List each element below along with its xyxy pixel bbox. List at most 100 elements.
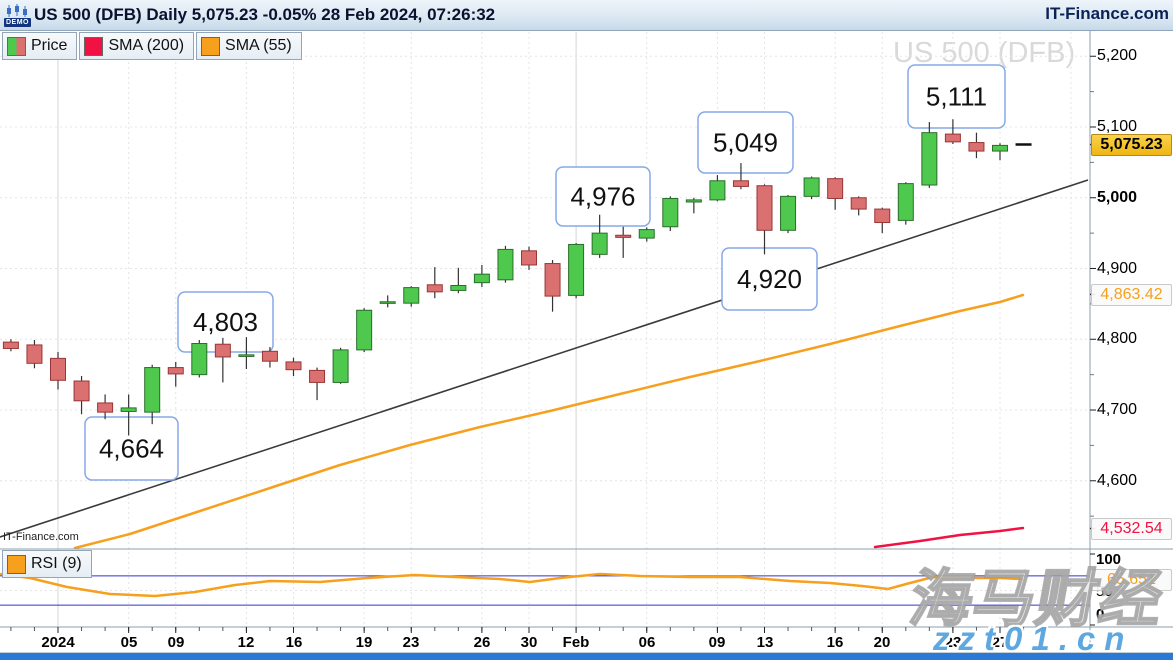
candle-31-jan[interactable] [544, 260, 561, 312]
candle-1-feb[interactable] [568, 243, 585, 299]
title-bar: DEMO US 500 (DFB) Daily 5,075.23 -0.05% … [0, 0, 1173, 31]
candle-12-jan[interactable] [238, 337, 255, 369]
rsi-tab-swatch-icon [7, 554, 26, 574]
legend-label: Price [31, 37, 68, 54]
legend-label: RSI (9) [31, 555, 82, 572]
x-axis-label: 30 [520, 634, 538, 651]
candle-2-jan[interactable] [50, 351, 66, 390]
candle-12-feb[interactable] [732, 163, 749, 190]
y-axis-label: 4,800 [1097, 330, 1138, 347]
rsi-axis-100: 100 [1096, 551, 1122, 568]
candle-5-feb[interactable] [615, 226, 632, 258]
x-axis-label: 19 [355, 634, 373, 651]
candle-26-feb[interactable] [968, 132, 985, 159]
legend-tab-sma-55-[interactable]: SMA (55) [196, 32, 302, 60]
candle-17-jan[interactable] [309, 367, 326, 401]
candle-15-feb[interactable] [803, 176, 820, 200]
x-axis-label: 09 [708, 634, 726, 651]
price-tag: 4,532.54 [1091, 518, 1172, 540]
x-axis-label: Feb [562, 634, 590, 651]
candle-9-feb[interactable] [709, 175, 726, 202]
chart-watermark: US 500 (DFB) [893, 37, 1076, 69]
site-watermark: zzt01.cn [933, 620, 1134, 657]
candle-22-feb[interactable] [921, 122, 938, 188]
x-axis-label: 16 [285, 634, 303, 651]
candle-22-jan[interactable] [379, 295, 396, 308]
annotation-text: 4,664 [99, 434, 164, 464]
overlay-sma-200-[interactable] [873, 526, 1025, 549]
annotation-box: 5,111 [907, 64, 1006, 129]
overlay-sma-55-[interactable] [73, 293, 1025, 550]
candle-30-jan[interactable] [521, 246, 537, 270]
candle-28-dec[interactable] [2, 339, 19, 352]
x-axis-label: 06 [638, 634, 656, 651]
y-axis-label: 4,700 [1097, 401, 1138, 418]
legend-tab-swatch-icon [7, 36, 26, 56]
rsi-line[interactable] [0, 572, 1024, 598]
candle-14-feb[interactable] [780, 194, 797, 234]
candle-29-dec[interactable] [26, 339, 43, 369]
corner-brand-text: IT-Finance.com [3, 531, 79, 543]
candle-25-jan[interactable] [450, 267, 467, 294]
candle-5-jan[interactable] [120, 394, 137, 436]
candle-19-feb[interactable] [850, 196, 867, 216]
candle-23-jan[interactable] [403, 286, 420, 307]
legend-tab-price[interactable]: Price [2, 32, 78, 60]
candle-23-feb[interactable] [944, 119, 961, 144]
legend-label: SMA (55) [225, 37, 292, 54]
y-axis-label: 4,600 [1097, 472, 1138, 489]
candle-29-jan[interactable] [497, 245, 514, 283]
candle-20-feb[interactable] [874, 207, 891, 234]
candle-10-jan[interactable] [191, 339, 208, 378]
rsi-axis-0: 0 [1096, 606, 1105, 623]
candle-16-jan[interactable] [285, 357, 302, 377]
rsi-value-tag: 65.651 [1091, 569, 1172, 591]
candle-6-feb[interactable] [638, 227, 655, 242]
candle-3-jan[interactable] [73, 376, 90, 415]
candle-26-jan[interactable] [473, 264, 490, 287]
legend-tab-swatch-icon [201, 36, 221, 56]
bottom-accent-bar [0, 653, 1173, 660]
demo-account-icon: DEMO [4, 3, 31, 28]
annotation-text: 5,049 [713, 128, 778, 158]
rsi-tab-rsi-9-[interactable]: RSI (9) [2, 550, 92, 578]
candle-24-jan[interactable] [426, 267, 443, 299]
x-axis-label: 09 [167, 634, 185, 651]
candle-8-feb[interactable] [685, 197, 702, 214]
annotation-box: 4,920 [721, 247, 818, 311]
annotation-text: 5,111 [926, 82, 987, 112]
candle-4-jan[interactable] [97, 394, 114, 420]
candle-13-feb[interactable] [756, 184, 773, 255]
candle-18-jan[interactable] [332, 347, 349, 384]
x-axis-label: 05 [120, 634, 138, 651]
trendline[interactable] [0, 179, 1089, 538]
y-axis-label: 5,200 [1097, 47, 1138, 64]
candle-27-feb[interactable] [992, 143, 1008, 161]
candle-7-feb[interactable] [662, 196, 679, 232]
candle-11-jan[interactable] [214, 337, 231, 383]
brand-link[interactable]: IT-Finance.com [1045, 4, 1169, 23]
candle-9-jan[interactable] [167, 361, 184, 387]
candle-15-jan[interactable] [261, 347, 278, 368]
candle-2-feb[interactable] [591, 214, 608, 258]
annotation-box: 4,803 [177, 291, 274, 353]
annotation-box: 4,664 [84, 416, 179, 481]
x-axis-label: 23 [402, 634, 420, 651]
legend-label: SMA (200) [108, 37, 185, 54]
legend-tab-sma-200-[interactable]: SMA (200) [79, 32, 195, 60]
price-tag: 4,863.42 [1091, 284, 1172, 306]
candle-21-feb[interactable] [897, 182, 914, 225]
x-axis-label: 20 [873, 634, 891, 651]
x-axis-label: 12 [237, 634, 255, 651]
candle-16-feb[interactable] [827, 177, 844, 210]
legend-tab-swatch-icon [84, 36, 104, 56]
page-title: US 500 (DFB) Daily 5,075.23 -0.05% 28 Fe… [34, 5, 496, 24]
candle-19-jan[interactable] [356, 308, 373, 352]
x-axis-label: 23 [944, 634, 962, 651]
candle-8-jan[interactable] [144, 364, 161, 425]
main-chart-legend: Price SMA (200) SMA (55) [2, 32, 302, 60]
x-axis-label: 2024 [41, 634, 75, 651]
x-axis-label: 13 [756, 634, 774, 651]
